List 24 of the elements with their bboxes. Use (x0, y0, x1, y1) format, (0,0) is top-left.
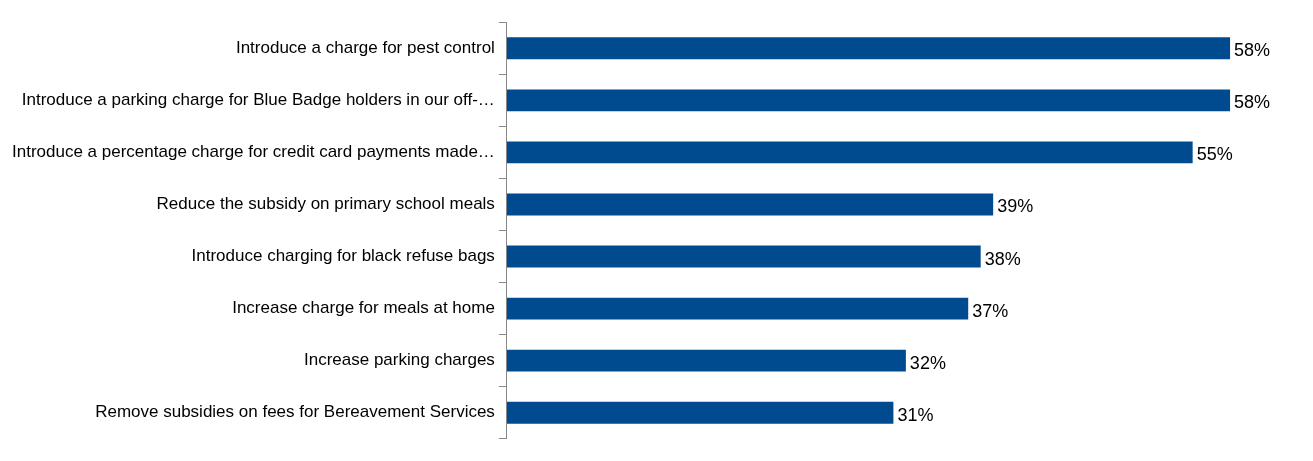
data-label: 38% (984, 248, 1021, 269)
y-tick-label: Introduce a percentage charge for credit card payments made… (12, 142, 495, 162)
bar (506, 89, 1231, 112)
bar (506, 401, 894, 424)
data-label: 37% (972, 300, 1009, 321)
y-tick-label: Remove subsidies on fees for Bereavement Services (95, 402, 495, 422)
bar (506, 193, 994, 216)
y-tick-label: Introduce a charge for pest control (235, 37, 495, 57)
y-tick-label: Reduce the subsidy on primary school meals (156, 194, 495, 214)
bar (506, 37, 1231, 60)
data-label: 55% (1196, 144, 1233, 165)
bar (506, 245, 981, 268)
data-label: 39% (997, 196, 1034, 217)
data-label: 58% (1234, 40, 1271, 61)
data-label: 32% (909, 352, 946, 373)
y-tick-label: Increase parking charges (303, 350, 495, 370)
y-tick-label: Introduce a parking charge for Blue Badge holders in our off-… (21, 90, 495, 109)
data-label: 31% (897, 404, 934, 425)
data-label: 58% (1234, 92, 1271, 113)
y-tick-label: Increase charge for meals at home (232, 298, 495, 318)
bar (506, 297, 969, 320)
bar (506, 349, 906, 372)
y-tick-label: Introduce charging for black refuse bags (191, 246, 495, 266)
bar (506, 141, 1193, 164)
